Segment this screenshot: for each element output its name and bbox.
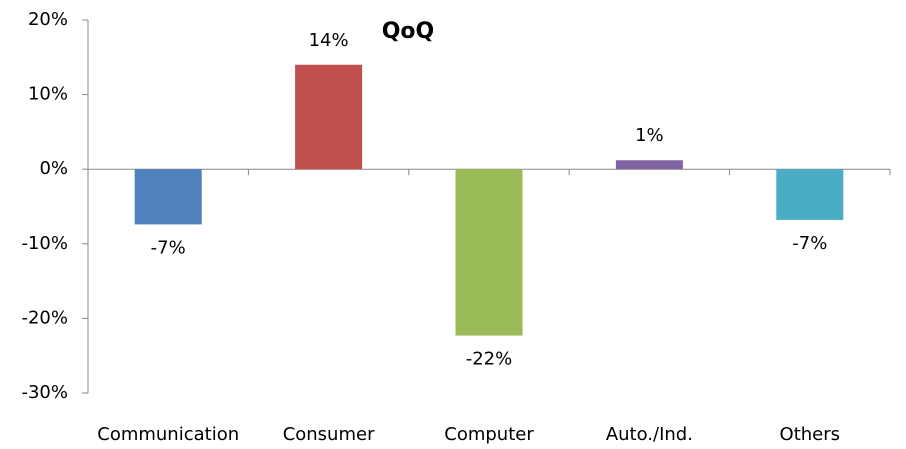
value-label: 1% — [635, 125, 664, 146]
y-tick-label: -10% — [21, 233, 68, 254]
bar — [615, 160, 683, 170]
bar — [455, 169, 523, 336]
y-tick-label: 20% — [28, 9, 68, 30]
y-tick-label: -20% — [21, 307, 68, 328]
chart-title: QoQ — [382, 19, 435, 44]
value-label: -7% — [151, 237, 186, 258]
y-tick-label: 0% — [39, 158, 68, 179]
y-tick-label: 10% — [28, 84, 68, 105]
x-tick-label: Computer — [444, 424, 534, 445]
value-label: -22% — [466, 349, 513, 370]
y-tick-label: -30% — [21, 382, 68, 403]
x-tick-label: Auto./Ind. — [606, 424, 693, 445]
bar — [295, 64, 363, 170]
bar — [134, 169, 202, 225]
value-label: -7% — [792, 233, 827, 254]
x-tick-label: Consumer — [283, 424, 375, 445]
x-tick-label: Communication — [97, 424, 239, 445]
x-tick-label: Others — [780, 424, 841, 445]
bar — [776, 169, 844, 220]
value-label: 14% — [309, 30, 349, 51]
